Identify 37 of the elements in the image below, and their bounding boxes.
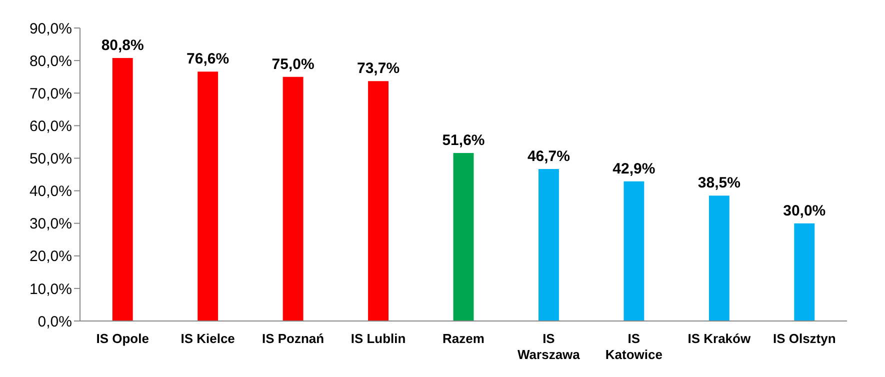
x-tick-label: IS Kraków (688, 331, 752, 346)
data-label: 42,9% (612, 160, 656, 178)
data-label: 73,7% (357, 60, 400, 78)
x-tick-label: IS Katowice (605, 331, 662, 362)
bar (368, 81, 389, 321)
data-label: 38,5% (698, 174, 740, 192)
data-label: 46,7% (527, 148, 570, 165)
y-tick-label: 60,0% (29, 118, 72, 135)
data-label: 76,6% (186, 50, 230, 68)
x-tick-label: Razem (442, 331, 484, 346)
x-tick-label: IS Kielce (180, 331, 235, 346)
bar (282, 76, 304, 321)
data-label: 51,6% (442, 132, 485, 150)
x-tick-label: IS Warszawa (518, 331, 581, 362)
x-tick-label: IS Poznań (262, 331, 324, 346)
x-tick-label: IS Lublin (350, 331, 406, 346)
bar (198, 72, 218, 321)
data-label: 30,0% (783, 202, 826, 220)
bar (708, 196, 730, 321)
y-tick-label: 40,0% (29, 183, 72, 200)
y-tick-label: 70,0% (29, 85, 72, 102)
bar (538, 168, 559, 321)
bar (112, 58, 133, 321)
x-tick-label: IS Opole (96, 331, 149, 346)
bar (794, 223, 815, 321)
x-tick-label: IS Olsztyn (772, 331, 836, 346)
y-tick-label: 90,0% (29, 20, 72, 38)
y-tick-label: 80,0% (29, 52, 72, 70)
bar (453, 153, 474, 321)
y-tick-label: 10,0% (29, 280, 72, 298)
y-tick-label: 30,0% (29, 216, 72, 233)
bar (624, 181, 644, 321)
data-label: 75,0% (272, 56, 314, 73)
data-label: 80,8% (101, 36, 144, 54)
y-tick-label: 20,0% (29, 248, 72, 266)
y-tick-label: 0,0% (38, 313, 72, 330)
y-tick-label: 50,0% (29, 150, 72, 168)
